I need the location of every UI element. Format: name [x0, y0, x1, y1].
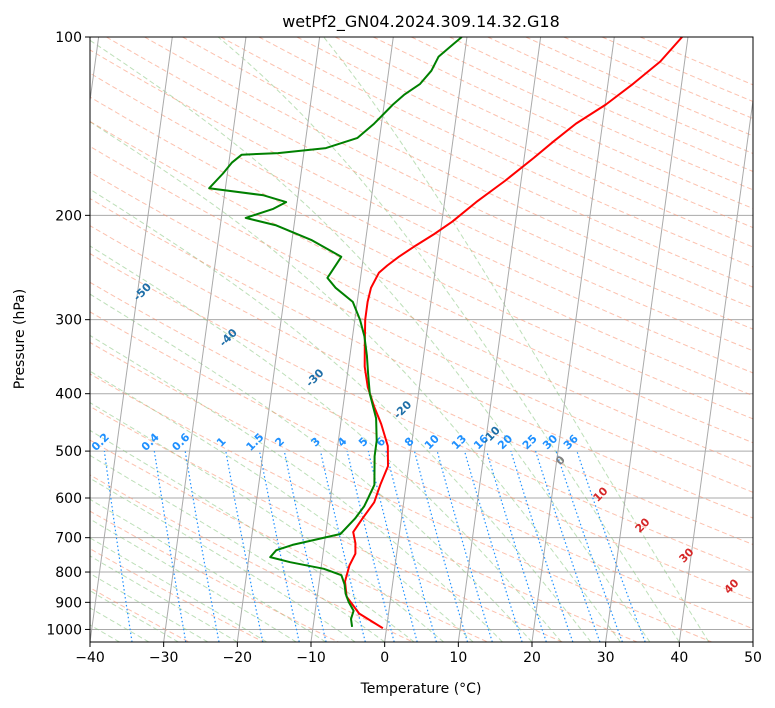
x-tick-label: 20 — [523, 650, 541, 666]
dry-adiabat-line — [90, 373, 638, 642]
x-tick-label: −30 — [149, 650, 179, 666]
dry-adiabat-line — [90, 439, 488, 642]
x-tick-label: 10 — [449, 650, 467, 666]
moist-adiabat-line — [90, 188, 592, 642]
moist-adiabat-line — [90, 454, 385, 642]
mixing-ratio-line — [535, 450, 601, 642]
mixing-ratio-line — [576, 450, 646, 642]
dry-adiabat-line — [90, 120, 753, 444]
moist-adiabat-line — [90, 537, 268, 642]
mixing-ratio-line — [486, 450, 547, 642]
moist-adiabat-line — [90, 370, 474, 642]
y-tick-label: 600 — [55, 491, 82, 507]
y-tick-label: 1000 — [46, 622, 82, 638]
y-tick-label: 800 — [55, 565, 82, 581]
dry-adiabat-line — [90, 197, 753, 519]
moist-adiabats — [90, 37, 710, 642]
mixing-ratio-line — [413, 450, 469, 642]
dry-adiabat-line — [90, 225, 753, 546]
dry-adiabat-line — [90, 548, 264, 642]
dry-adiabat-line — [90, 510, 339, 642]
dry-adiabat-line — [90, 311, 753, 630]
y-tick-label: 100 — [55, 30, 82, 46]
y-tick-label: 400 — [55, 387, 82, 403]
mixing-ratio-line — [436, 450, 493, 642]
moist-adiabat-line — [90, 572, 209, 642]
x-tick-label: 0 — [380, 650, 389, 666]
x-tick-label: 30 — [597, 650, 615, 666]
pressure-gridlines — [90, 37, 753, 630]
x-tick-label: −20 — [223, 650, 253, 666]
moist-adiabat-line — [90, 293, 533, 642]
isotherm-line — [90, 37, 173, 642]
x-tick-label: 50 — [744, 650, 762, 666]
chart-title: wetPf2_GN04.2024.309.14.32.G18 — [282, 12, 560, 32]
mixing-ratio-line — [464, 450, 523, 642]
y-axis-title: Pressure (hPa) — [12, 289, 28, 389]
dry-adiabat-line — [106, 37, 753, 352]
x-axis-ticks: −40 −30 −20 −10 0 10 20 30 40 50 — [75, 642, 762, 666]
dry-adiabat-line — [90, 145, 753, 468]
moist-adiabat-line — [90, 245, 562, 642]
mixing-ratio-line — [283, 450, 327, 642]
moist-adiabat-line — [90, 121, 621, 642]
plot-area: 0.10.20.40.611.523456810131620253036-100… — [90, 37, 753, 642]
x-tick-label: −10 — [296, 650, 326, 666]
isotherm-line — [457, 37, 542, 642]
isotherm-line — [310, 37, 394, 642]
y-tick-label: 900 — [55, 595, 82, 611]
dry-adiabat-line — [220, 37, 753, 288]
plot-frame — [89, 36, 754, 643]
isotherm-line — [236, 37, 321, 642]
x-axis-title: Temperature (°C) — [360, 681, 482, 697]
mixing-ratio-line — [319, 450, 366, 642]
moist-adiabat-line — [217, 37, 680, 642]
moist-adiabat-line — [90, 402, 444, 642]
mixing-ratio-line — [510, 450, 574, 642]
moist-adiabat-line — [90, 590, 179, 642]
dry-adiabat-line — [90, 281, 753, 601]
mixing-ratio-line — [367, 450, 418, 642]
profile-series — [208, 37, 683, 630]
isotherm-line — [531, 37, 615, 642]
profile-line — [208, 37, 463, 628]
moist-adiabat-line — [90, 334, 503, 642]
dry-adiabat-line — [182, 37, 753, 309]
y-tick-label: 200 — [55, 208, 82, 224]
isotherm-line — [163, 37, 247, 642]
dry-adiabat-line — [90, 96, 753, 420]
mixing-ratio-line — [555, 450, 623, 642]
y-tick-label: 500 — [55, 444, 82, 460]
moist-adiabat-line — [90, 477, 356, 642]
isotherm-line — [384, 37, 468, 642]
mixing-ratio-line — [258, 450, 300, 642]
isotherm-line — [678, 96, 753, 642]
mixing-ratio-line — [225, 450, 264, 642]
isotherms — [90, 37, 753, 642]
dry-adiabat-line — [90, 49, 753, 374]
mixing-ratio-line — [385, 450, 437, 642]
y-tick-label: 700 — [55, 531, 82, 547]
dry-adiabat-line — [90, 405, 563, 642]
x-tick-label: 40 — [670, 650, 688, 666]
profile-line — [344, 37, 683, 630]
y-tick-label: 300 — [55, 313, 82, 329]
moist-adiabat-line — [90, 518, 297, 642]
x-tick-label: −40 — [75, 650, 105, 666]
y-axis-ticks: 100 200 300 400 500 600 700 800 900 1000 — [46, 30, 90, 638]
moist-adiabat-line — [90, 555, 238, 642]
isotherm-line — [605, 37, 689, 642]
moist-adiabat-line — [90, 39, 651, 642]
